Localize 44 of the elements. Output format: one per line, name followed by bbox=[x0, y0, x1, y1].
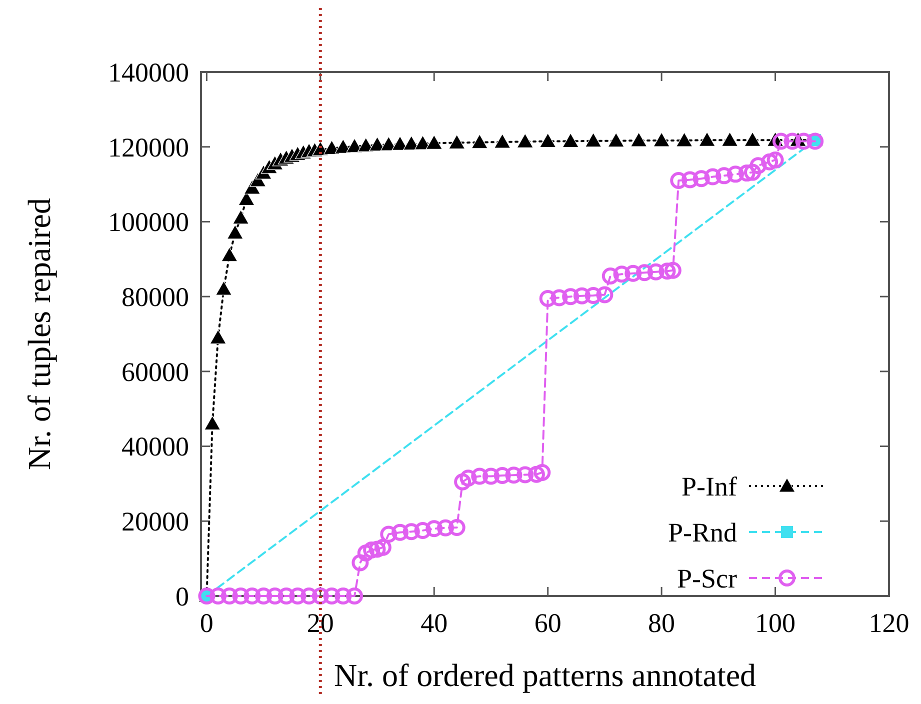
y-tick-label: 120000 bbox=[108, 132, 189, 162]
point bbox=[204, 416, 221, 430]
point bbox=[676, 132, 693, 147]
point bbox=[721, 132, 738, 146]
point bbox=[516, 133, 534, 148]
point bbox=[608, 132, 624, 148]
point bbox=[448, 134, 466, 150]
y-tick-label: 100000 bbox=[108, 207, 189, 238]
point bbox=[471, 134, 488, 149]
y-tick-label: 140000 bbox=[108, 57, 189, 88]
point bbox=[221, 247, 238, 262]
point bbox=[698, 132, 716, 146]
point bbox=[585, 132, 602, 148]
point bbox=[744, 132, 761, 146]
x-tick-label: 0 bbox=[200, 608, 214, 638]
y-tick-label: 80000 bbox=[122, 282, 189, 312]
y-axis-title: Nr. of tuples repaired bbox=[21, 198, 57, 470]
legend-label: P-Scr bbox=[677, 563, 738, 594]
point bbox=[215, 280, 232, 296]
y-tick-label: 40000 bbox=[122, 432, 189, 462]
legend-label: P-Inf bbox=[682, 471, 737, 502]
point bbox=[226, 224, 244, 240]
point bbox=[232, 210, 250, 224]
x-axis-title: Nr. of ordered patterns annotated bbox=[334, 657, 756, 693]
legend-label: P-Rnd bbox=[668, 517, 738, 548]
y-tick-label: 60000 bbox=[122, 356, 189, 387]
x-tick-label: 60 bbox=[534, 608, 562, 638]
point bbox=[426, 134, 442, 150]
x-tick-label: 100 bbox=[755, 608, 796, 638]
x-tick-label: 80 bbox=[648, 608, 676, 638]
point bbox=[630, 132, 648, 147]
y-tick-label: 20000 bbox=[122, 506, 189, 537]
point bbox=[323, 140, 340, 155]
x-tick-label: 40 bbox=[420, 608, 448, 638]
point bbox=[494, 134, 511, 148]
x-tick-label: 120 bbox=[868, 608, 910, 638]
y-tick-label: 0 bbox=[176, 581, 189, 612]
point bbox=[346, 138, 363, 153]
point bbox=[380, 136, 397, 151]
point bbox=[210, 329, 226, 344]
point bbox=[562, 132, 579, 148]
point bbox=[653, 132, 670, 147]
point bbox=[540, 132, 556, 148]
x-tick-label: 20 bbox=[306, 608, 334, 638]
